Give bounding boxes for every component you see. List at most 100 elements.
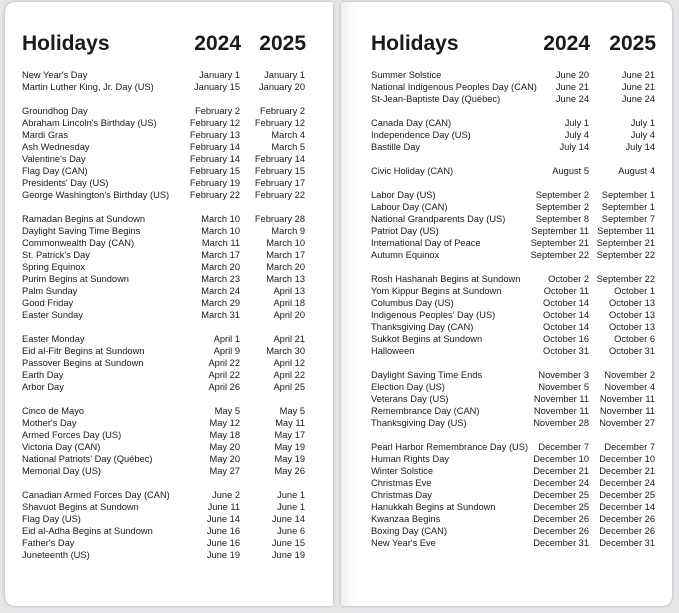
holiday-group: Canada Day (CAN) July 1 July 1 Independence… (341, 117, 672, 153)
holiday-name: Commonwealth Day (CAN) (22, 238, 135, 248)
holiday-name: Groundhog Day (22, 106, 88, 116)
holiday-row: Indigenous Peoples' Day (US) October 14 Oc… (341, 309, 672, 321)
date: March 20 (201, 262, 240, 272)
holiday-row: Rosh Hashanah Begins at Sundown October 2… (341, 273, 672, 285)
holiday-row: Ramadan Begins at Sundown March 10 Februar… (5, 213, 333, 225)
holiday-list: New Year's Day January 1 January 1 Martin L… (5, 69, 333, 573)
holiday-row: Patriot Day (US) September 11 September 11 (341, 225, 672, 237)
date: February 14 (189, 142, 240, 152)
date: December 7 (538, 442, 589, 452)
year: 2025 (259, 32, 306, 55)
header: Holidays 2024 2025 (5, 31, 333, 57)
holiday-list: Summer Solstice June 20 June 21 National In… (341, 69, 672, 561)
holiday-row: National Grandparents Day (US) September … (341, 213, 672, 225)
holiday-row: Autumn Equinox September 22 September 22 (341, 249, 672, 261)
date: October 13 (609, 298, 655, 308)
holiday-name: Good Friday (22, 298, 74, 308)
holiday-name: National Patriots' Day (Québec) (22, 454, 153, 464)
holiday-row: New Year's Day January 1 January 1 (5, 69, 333, 81)
holiday-row: Hanukkah Begins at Sundown December 25 Dec… (341, 501, 672, 513)
holiday-group: Civic Holiday (CAN) August 5 August 4 (341, 165, 672, 177)
holiday-name: Flag Day (US) (22, 514, 81, 524)
holiday-name: Cinco de Mayo (22, 406, 85, 416)
holiday-row: Kwanzaa Begins December 26 December 26 (341, 513, 672, 525)
holiday-name: St-Jean-Baptiste Day (Québec) (371, 94, 501, 104)
holiday-row: Yom Kippur Begins at Sundown October 11 Oc… (341, 285, 672, 297)
holiday-name: Autumn Equinox (371, 250, 440, 260)
date: April 12 (273, 358, 305, 368)
holiday-name: Canadian Armed Forces Day (CAN) (22, 490, 170, 500)
date: July 4 (630, 130, 655, 140)
holiday-row: Palm Sunday March 24 April 13 (5, 285, 333, 297)
holiday-name: Civic Holiday (CAN) (371, 166, 454, 176)
holiday-row: Memorial Day (US) May 27 May 26 (5, 465, 333, 477)
holiday-row: Christmas Eve December 24 December 24 (341, 477, 672, 489)
holiday-name: New Year's Eve (371, 538, 436, 548)
holiday-name: Purim Begins at Sundown (22, 274, 129, 284)
holiday-name: New Year's Day (22, 70, 88, 80)
date: December 7 (604, 442, 655, 452)
holiday-name: National Grandparents Day (US) (371, 214, 506, 224)
holiday-name: Labor Day (US) (371, 190, 436, 200)
holiday-row: Juneteenth (US) June 19 June 19 (5, 549, 333, 561)
date: October 13 (609, 310, 655, 320)
holiday-name: Sukkot Begins at Sundown (371, 334, 483, 344)
date: June 14 (206, 514, 240, 524)
year: 2024 (194, 32, 241, 55)
holiday-row: Presidents' Day (US) February 19 February … (5, 177, 333, 189)
date: March 5 (271, 142, 305, 152)
holiday-name: Earth Day (22, 370, 64, 380)
date: June 16 (206, 526, 240, 536)
date: December 26 (533, 514, 589, 524)
date: June 19 (206, 550, 240, 560)
date: February 2 (260, 106, 305, 116)
holiday-name: Arbor Day (22, 382, 64, 392)
date: June 14 (271, 514, 305, 524)
date: November 27 (599, 418, 655, 428)
holiday-group: Labor Day (US) September 2 September 1 Labo… (341, 189, 672, 261)
date: September 8 (535, 214, 589, 224)
holiday-row: Thanksgiving Day (CAN) October 14 October … (341, 321, 672, 333)
date: September 22 (596, 274, 655, 284)
date: May 27 (209, 466, 241, 476)
holiday-row: Mardi Gras February 13 March 4 (5, 129, 333, 141)
date: November 11 (533, 394, 589, 404)
holiday-group: Ramadan Begins at Sundown March 10 Februar… (5, 213, 333, 321)
date: March 20 (266, 262, 305, 272)
date: June 1 (277, 502, 305, 512)
holiday-name: St. Patrick's Day (22, 250, 90, 260)
holiday-name: Bastille Day (371, 142, 421, 152)
date: May 19 (274, 442, 306, 452)
holiday-name: Yom Kippur Begins at Sundown (371, 286, 502, 296)
date: December 10 (599, 454, 655, 464)
date: April 21 (273, 334, 305, 344)
holiday-group: New Year's Day January 1 January 1 Martin L… (5, 69, 333, 93)
holiday-row: Canadian Armed Forces Day (CAN) June 2 Jun… (5, 489, 333, 501)
date: April 22 (208, 358, 240, 368)
holiday-name: Election Day (US) (371, 382, 445, 392)
date: September 11 (597, 226, 655, 236)
holiday-row: Passover Begins at Sundown April 22 April … (5, 357, 333, 369)
date: June 20 (555, 70, 589, 80)
holiday-row: Daylight Saving Time Ends November 3 Novem… (341, 369, 672, 381)
date: December 31 (533, 538, 589, 548)
holiday-row: Eid al-Fitr Begins at Sundown April 9 Marc… (5, 345, 333, 357)
date: July 1 (630, 118, 655, 128)
date: February 14 (254, 154, 305, 164)
date: June 2 (212, 490, 240, 500)
holiday-row: International Day of Peace September 21 Se… (341, 237, 672, 249)
date: February 17 (254, 178, 305, 188)
holiday-name: Halloween (371, 346, 415, 356)
date: January 15 (194, 82, 240, 92)
date: January 1 (199, 70, 240, 80)
date: April 18 (273, 298, 305, 308)
date: November 11 (599, 406, 655, 416)
holiday-name: Kwanzaa Begins (371, 514, 441, 524)
holiday-name: Thanksgiving Day (US) (371, 418, 467, 428)
holiday-name: Hanukkah Begins at Sundown (371, 502, 496, 512)
date: April 1 (213, 334, 240, 344)
date: September 1 (601, 202, 655, 212)
holiday-row: Valentine's Day February 14 February 14 (5, 153, 333, 165)
date: December 24 (599, 478, 655, 488)
holiday-row: National Patriots' Day (Québec) May 20 May… (5, 453, 333, 465)
